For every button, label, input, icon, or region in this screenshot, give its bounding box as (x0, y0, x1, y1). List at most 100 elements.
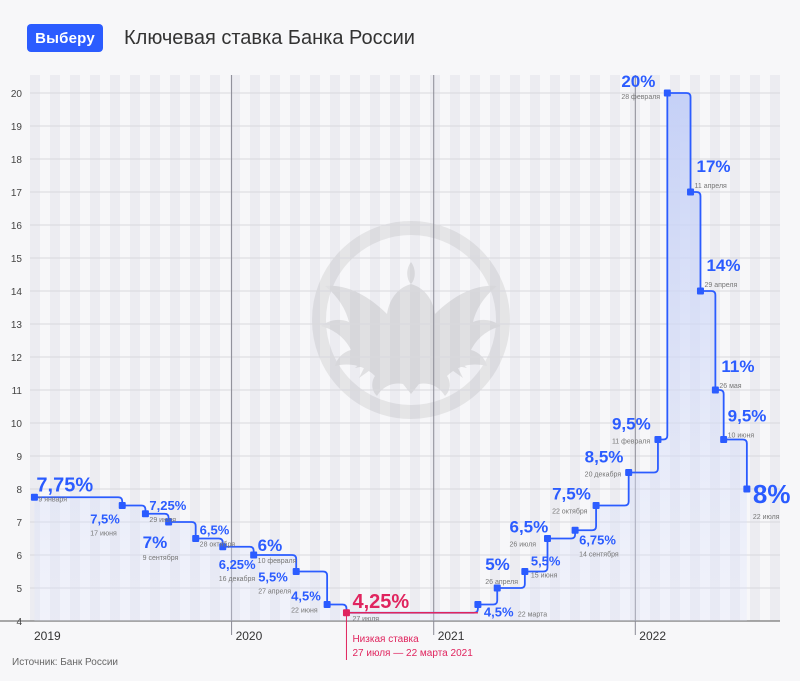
rate-date-label: 22 октября (552, 508, 588, 516)
y-tick-label: 8 (16, 485, 22, 496)
rate-date-label: 26 мая (719, 383, 741, 390)
rate-area-fill (34, 93, 747, 621)
rate-value-label: 7% (143, 533, 168, 552)
y-tick-label: 14 (11, 287, 23, 298)
rate-marker (219, 543, 227, 551)
y-tick-label: 10 (11, 419, 23, 430)
rate-marker (192, 535, 200, 542)
rate-value-label: 7,5% (90, 512, 120, 527)
rate-value-label: 7,25% (149, 498, 186, 513)
rate-date-label: 26 июля (509, 542, 536, 549)
stripe (90, 75, 100, 621)
rate-markers (30, 89, 751, 617)
rate-marker (323, 601, 331, 608)
vybery-logo: Выберу (27, 24, 103, 52)
y-tick-label: 12 (11, 353, 23, 364)
annotation-text-2: 27 июля — 22 марта 2021 (352, 648, 473, 659)
rate-date-label: 27 апреля (258, 589, 291, 596)
rate-area (34, 93, 747, 621)
rate-value-label: 5,5% (531, 554, 561, 569)
stripe (70, 75, 80, 621)
stripe (650, 75, 660, 621)
rate-date-label: 22 июня (291, 608, 318, 615)
stripe (410, 75, 420, 621)
stripe (370, 75, 380, 621)
rate-marker (165, 518, 173, 526)
stripe (590, 75, 600, 621)
rate-value-label: 14% (706, 256, 740, 275)
rate-value-label: 7,75% (36, 474, 93, 496)
rate-date-label: 27 июля (352, 616, 379, 623)
rate-value-label: 4,5% (291, 589, 321, 604)
rate-date-label: 29 июля (149, 517, 176, 524)
rate-marker (474, 601, 482, 608)
rate-marker (521, 568, 529, 575)
stripe (50, 75, 60, 621)
stripe (290, 75, 300, 621)
rate-marker (696, 287, 704, 295)
stripe (430, 75, 440, 621)
rate-date-label: 16 декабря (219, 575, 256, 583)
rate-date-label: 11 февраля (612, 439, 650, 446)
stripe (230, 75, 240, 621)
y-tick-label: 7 (16, 518, 22, 529)
rate-marker (342, 609, 350, 617)
y-tick-label: 19 (11, 122, 23, 133)
rate-date-label: 11 апреля (695, 183, 728, 190)
stripe (550, 75, 560, 621)
rate-marker (592, 502, 600, 509)
rate-date-label: 17 июня (90, 531, 117, 538)
rate-value-label: 11% (721, 357, 754, 376)
rate-date-label: 22 марта (518, 612, 547, 619)
y-tick-label: 6 (16, 551, 22, 562)
rate-value-label: 6,5% (509, 518, 548, 537)
rate-marker (625, 469, 633, 476)
rate-marker (571, 526, 579, 534)
rate-marker (30, 493, 38, 501)
rate-date-label: 29 апреля (704, 282, 737, 289)
rate-marker (663, 89, 671, 97)
y-tick-label: 16 (11, 221, 23, 232)
stripe (130, 75, 140, 621)
x-axis-ticks: 2019 2020 2021 2022 (34, 75, 666, 643)
rate-date-label: 9 сентября (143, 554, 179, 562)
rate-date-label: 14 сентября (579, 550, 619, 558)
rate-marker (493, 584, 501, 592)
stripe (250, 75, 260, 621)
stripe (170, 75, 180, 621)
stripe (450, 75, 460, 621)
rate-value-label: 9,5% (612, 415, 651, 434)
stripe (490, 75, 500, 621)
y-tick-label: 17 (11, 188, 23, 199)
rate-date-label: 28 октября (200, 541, 236, 549)
rate-marker (711, 386, 719, 394)
rate-value-label: 17% (697, 157, 731, 176)
rate-value-label: 4,25% (352, 591, 409, 613)
y-tick-label: 15 (11, 254, 23, 265)
rate-value-label: 7,5% (552, 485, 591, 504)
y-tick-label: 9 (16, 452, 22, 463)
stripe (510, 75, 520, 621)
stripe (310, 75, 320, 621)
x-tick-label: 2022 (639, 629, 666, 643)
stripe (30, 75, 40, 621)
rate-labels: 7,75%9 января 7,5% 17 июня 7,25% 29 июля 7% 9 … (36, 72, 790, 623)
rate-value-label: 6,5% (200, 523, 230, 538)
rate-value-label: 20% (621, 72, 655, 91)
rate-value-label: 6,25% (219, 557, 256, 572)
stripe (270, 75, 280, 621)
stripe (470, 75, 480, 621)
bank-emblem-watermark (312, 221, 510, 419)
rate-marker (687, 188, 695, 196)
rate-marker (543, 535, 551, 542)
y-axis-ticks: 4 5 6 7 8 9 10 11 12 13 14 15 16 17 18 19 20 (11, 89, 23, 628)
rate-date-label: 20 декабря (585, 471, 622, 479)
rate-date-label: 10 июня (728, 433, 755, 440)
stripe (530, 75, 540, 621)
rate-date-label: 9 января (38, 496, 67, 503)
source-note: Источник: Банк России (12, 657, 119, 668)
rate-value-label: 6% (258, 536, 283, 555)
stripe (730, 75, 740, 621)
rate-date-label: 15 июня (531, 573, 558, 580)
